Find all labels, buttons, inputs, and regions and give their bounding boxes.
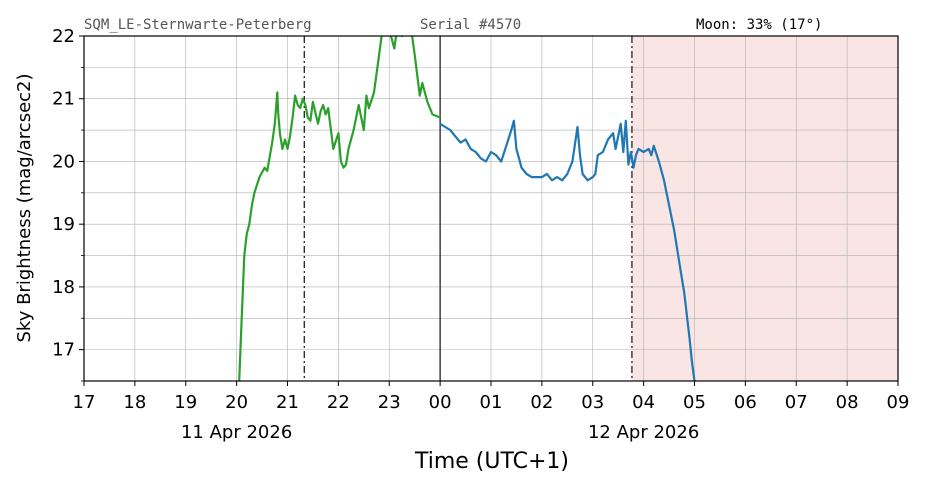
x-tick-label: 04 bbox=[632, 392, 655, 413]
x-tick-label: 03 bbox=[581, 392, 604, 413]
x-tick-label: 09 bbox=[887, 392, 910, 413]
series-line-1 bbox=[238, 36, 441, 381]
y-tick-label: 19 bbox=[52, 214, 75, 235]
y-tick-label: 18 bbox=[52, 277, 75, 298]
x-tick-label: 08 bbox=[836, 392, 859, 413]
y-tick-label: 20 bbox=[52, 151, 75, 172]
x-tick-label: 21 bbox=[276, 392, 299, 413]
x-tick-label: 02 bbox=[530, 392, 553, 413]
x-tick-label: 00 bbox=[429, 392, 452, 413]
series-lines bbox=[238, 36, 696, 381]
y-axis-ticks: 17 18 19 20 21 22 bbox=[52, 26, 84, 382]
x-tick-label: 23 bbox=[378, 392, 401, 413]
reference-lines bbox=[303, 36, 633, 381]
y-tick-label: 21 bbox=[52, 89, 75, 110]
y-tick-label: 17 bbox=[52, 340, 75, 361]
moon-info: Moon: 33% (17°) bbox=[696, 17, 822, 33]
x-tick-label: 18 bbox=[123, 392, 146, 413]
x-tick-label: 07 bbox=[785, 392, 808, 413]
x-tick-label: 22 bbox=[327, 392, 350, 413]
date-label: 12 Apr 2026 bbox=[588, 422, 699, 443]
x-tick-label: 06 bbox=[734, 392, 757, 413]
x-tick-label: 01 bbox=[480, 392, 503, 413]
x-axis-label: Time (UTC+1) bbox=[414, 449, 569, 474]
x-tick-label: 17 bbox=[73, 392, 96, 413]
shaded-region bbox=[631, 36, 898, 381]
x-tick-label: 05 bbox=[683, 392, 706, 413]
date-label: 11 Apr 2026 bbox=[181, 422, 292, 443]
y-axis-label: Sky Brightness (mag/arcsec2) bbox=[14, 73, 35, 342]
x-tick-label: 19 bbox=[174, 392, 197, 413]
x-axis-ticks: 17 18 19 20 21 22 23 00 01 02 03 04 05 06 07 08 09 bbox=[73, 381, 910, 413]
x-tick-label: 20 bbox=[225, 392, 248, 413]
y-tick-label: 22 bbox=[52, 26, 75, 47]
serial-number: Serial #4570 bbox=[420, 17, 521, 33]
series-line-2 bbox=[439, 119, 696, 381]
post-twilight-shading bbox=[631, 36, 898, 381]
station-name: SQM_LE-Sternwarte-Peterberg bbox=[84, 17, 312, 33]
date-labels: 11 Apr 2026 12 Apr 2026 bbox=[181, 422, 699, 443]
